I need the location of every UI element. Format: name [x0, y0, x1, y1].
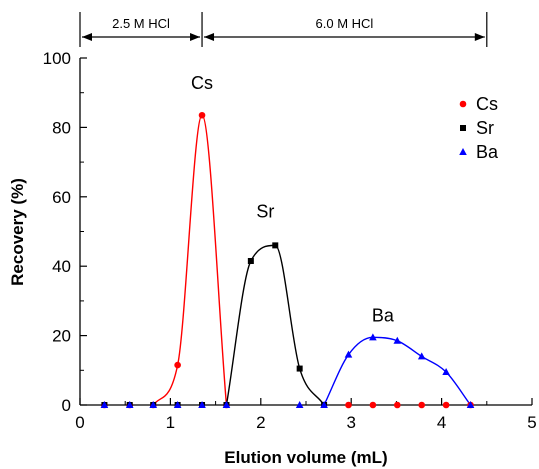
- x-tick-label: 4: [437, 413, 446, 432]
- fit-curve-ba: [323, 336, 472, 406]
- data-point-sr: [272, 242, 279, 249]
- peak-label: Sr: [256, 202, 274, 222]
- phase-arrowhead-right: [474, 33, 485, 41]
- legend-label: Sr: [476, 118, 494, 138]
- phase-annotations: 2.5 M HCl 6.0 M HCl: [79, 12, 488, 47]
- data-point-ba: [125, 401, 134, 408]
- data-point-ba: [149, 401, 158, 408]
- data-point-ba: [173, 401, 182, 408]
- data-point-ba: [369, 333, 377, 341]
- y-tick-label: 80: [52, 118, 71, 137]
- data-point-ba: [295, 401, 304, 408]
- legend: Cs Sr Ba: [459, 94, 499, 162]
- data-point-ba: [417, 352, 426, 360]
- fit-curve-sr: [225, 244, 325, 406]
- y-tick-label: 20: [52, 327, 71, 346]
- x-axis-title: Elution volume (mL): [224, 448, 387, 467]
- data-point-cs: [394, 401, 401, 409]
- data-point-ba: [100, 401, 109, 408]
- data-point-cs: [369, 401, 377, 409]
- legend-marker-ba: [459, 148, 467, 155]
- data-point-ba: [442, 368, 450, 376]
- phase-label: 2.5 M HCl: [112, 16, 170, 31]
- x-tick-label: 2: [256, 413, 265, 432]
- legend-label: Ba: [476, 142, 499, 162]
- data-point-cs: [442, 401, 450, 409]
- peak-label: Cs: [191, 73, 213, 93]
- y-tick-label: 40: [52, 257, 71, 276]
- data-point-ba: [320, 401, 328, 408]
- data-point-cs: [345, 401, 352, 409]
- data-point-ba: [466, 401, 475, 408]
- data-point-sr: [296, 365, 303, 372]
- fit-curves: [152, 114, 472, 406]
- y-tick-label: 0: [62, 396, 71, 415]
- phase-arrowhead-left: [82, 33, 92, 41]
- peak-label: Ba: [372, 306, 395, 326]
- phase-label: 6.0 M HCl: [316, 16, 374, 31]
- data-point-ba: [222, 401, 231, 408]
- y-axis-title: Recovery (%): [8, 178, 27, 286]
- ticks: 0 1 2 3 4 5 0 20 40 60 80 100: [43, 49, 537, 432]
- y-tick-label: 100: [43, 49, 71, 68]
- phase-arrowhead-left: [204, 33, 215, 41]
- data-point-ba: [393, 336, 402, 344]
- data-points: [100, 111, 475, 409]
- peak-labels: Cs Sr Ba: [191, 73, 395, 325]
- x-tick-label: 0: [75, 413, 84, 432]
- fit-curve-cs: [152, 114, 228, 406]
- legend-label: Cs: [476, 94, 498, 114]
- data-point-cs: [198, 111, 206, 119]
- x-tick-label: 1: [166, 413, 175, 432]
- legend-marker-cs: [459, 100, 467, 108]
- x-tick-label: 3: [346, 413, 355, 432]
- phase-arrowhead-right: [190, 33, 201, 41]
- data-point-ba: [344, 350, 353, 358]
- data-point-sr: [247, 257, 254, 264]
- legend-marker-sr: [460, 125, 466, 131]
- y-tick-label: 60: [52, 188, 71, 207]
- data-point-cs: [174, 361, 181, 369]
- data-point-ba: [198, 401, 206, 408]
- axes: [79, 58, 532, 406]
- data-point-cs: [418, 401, 426, 409]
- x-tick-label: 5: [527, 413, 536, 432]
